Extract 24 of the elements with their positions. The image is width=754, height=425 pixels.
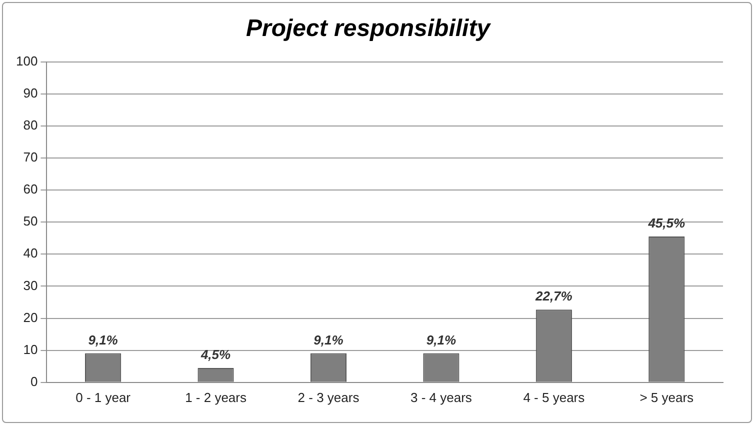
x-tick-label: > 5 years bbox=[640, 390, 694, 405]
y-tick-label: 60 bbox=[23, 182, 38, 197]
y-tick-label: 80 bbox=[23, 118, 38, 132]
data-label: 22,7% bbox=[534, 288, 573, 304]
y-tick-label: 30 bbox=[23, 278, 38, 293]
x-tick-label: 3 - 4 years bbox=[410, 390, 472, 405]
y-tick-label: 20 bbox=[23, 310, 38, 325]
y-tick-label: 50 bbox=[23, 214, 38, 229]
y-tick-label: 10 bbox=[23, 342, 38, 357]
y-tick-label: 0 bbox=[30, 374, 38, 389]
data-label: 4,5% bbox=[200, 347, 232, 362]
y-tick-label: 70 bbox=[23, 150, 38, 165]
x-tick-label: 4 - 5 years bbox=[523, 390, 586, 405]
x-tick-label: 2 - 3 years bbox=[298, 390, 360, 405]
x-tick-label: 0 - 1 year bbox=[76, 390, 132, 405]
y-tick-label: 90 bbox=[23, 85, 38, 100]
data-label: 9,1% bbox=[314, 332, 344, 348]
chart-title: Project responsibility bbox=[246, 15, 492, 42]
data-label: 9,1% bbox=[426, 332, 456, 348]
y-tick-label: 40 bbox=[23, 246, 38, 261]
x-tick-label: 1 - 2 years bbox=[185, 390, 247, 405]
data-label: 9,1% bbox=[88, 332, 118, 348]
data-label: 45,5% bbox=[647, 216, 686, 231]
y-tick-label: 100 bbox=[16, 53, 38, 68]
